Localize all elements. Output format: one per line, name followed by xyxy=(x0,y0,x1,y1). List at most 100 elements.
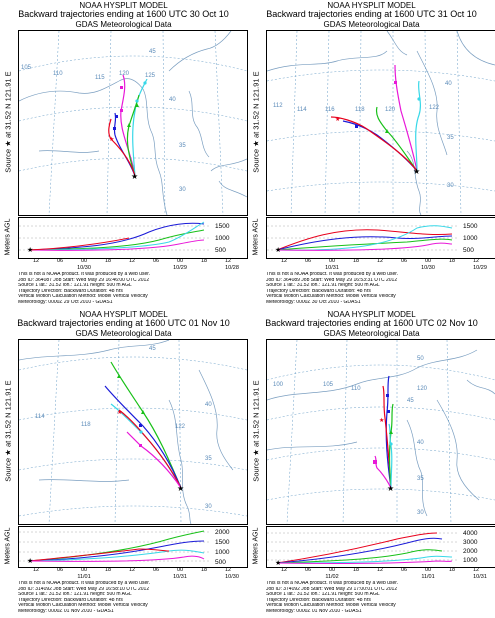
trajectory-panel-4: NOAA HYSPLIT MODEL Backward trajectories… xyxy=(248,309,495,618)
data-source-title: GDAS Meteorological Data xyxy=(323,20,420,29)
time-axis: 12 06 00 18 12 06 00 18 12 11/02 11/01 1… xyxy=(280,567,487,580)
run-metadata: This is not a NOAA product. It was produ… xyxy=(266,272,399,305)
coastline xyxy=(19,340,234,524)
svg-text:★: ★ xyxy=(117,409,122,416)
trajectory-markers: ★ xyxy=(117,374,145,447)
trajectory-panel-2: NOAA HYSPLIT MODEL Backward trajectories… xyxy=(248,0,495,309)
trajectory-markers: ★ xyxy=(373,394,393,464)
grid-label: 35 xyxy=(417,476,424,482)
svg-text:★: ★ xyxy=(335,116,340,123)
coastline xyxy=(267,349,495,517)
grid-label: 122 xyxy=(175,424,186,430)
model-title: NOAA HYSPLIT MODEL xyxy=(79,1,168,10)
time-axis: 12 06 00 18 12 06 00 18 12 10/31 10/30 1… xyxy=(280,258,487,271)
grid-label: 118 xyxy=(81,422,91,428)
source-star-icon: ★ xyxy=(27,246,33,254)
altitude-plot: ★ 1500 1000 500 xyxy=(266,217,495,259)
altitude-plot: ★ 2000 1500 1000 500 xyxy=(18,526,248,568)
grid-label: 30 xyxy=(447,183,454,189)
run-metadata: This is not a NOAA product. It was produ… xyxy=(18,272,151,305)
svg-text:★: ★ xyxy=(109,136,114,143)
source-star-icon: ★ xyxy=(275,246,281,254)
altitude-plot: ★ 4000 3000 2000 1000 xyxy=(266,526,495,568)
source-star-icon: ★ xyxy=(275,559,281,567)
source-star-icon: ★ xyxy=(177,484,184,493)
grid-label: 114 xyxy=(297,107,307,113)
grid-label: 40 xyxy=(205,402,212,408)
grid-labels: 105 110 115 120 125 45 40 35 30 xyxy=(21,49,186,193)
trajectory-title: Backward trajectories ending at 1600 UTC… xyxy=(266,9,477,19)
altitude-axis-label: Meters AGL xyxy=(252,527,260,565)
grid-label: 115 xyxy=(95,75,105,81)
run-metadata: This is not a NOAA product. It was produ… xyxy=(266,581,399,614)
coastline xyxy=(19,31,247,215)
source-star-icon: ★ xyxy=(131,172,138,181)
altitude-axis-label: Meters AGL xyxy=(252,218,260,256)
lat-lon-grid xyxy=(19,340,247,524)
grid-label: 35 xyxy=(205,456,212,462)
lat-lon-grid xyxy=(267,340,495,524)
lat-lon-grid xyxy=(267,31,495,215)
data-source-title: GDAS Meteorological Data xyxy=(323,329,420,338)
trajectory-title: Backward trajectories ending at 1600 UTC… xyxy=(18,9,229,19)
altitude-label: 500 xyxy=(215,247,226,254)
grid-label: 45 xyxy=(149,346,156,352)
altitude-label: 1000 xyxy=(215,235,230,242)
altitude-axis-label: Meters AGL xyxy=(4,218,12,256)
trajectory-map: 105 110 115 120 125 45 40 35 30 xyxy=(18,30,248,216)
source-label: Source ★ at 31.52 N 121.91 E xyxy=(3,71,13,173)
grid-label: 30 xyxy=(205,504,212,510)
altitude-plot: ★ 1500 1000 500 xyxy=(18,217,248,259)
grid-label: 118 xyxy=(355,107,365,113)
grid-label: 35 xyxy=(447,135,454,141)
altitude-profiles xyxy=(276,532,453,564)
data-source-title: GDAS Meteorological Data xyxy=(75,20,172,29)
altitude-profiles xyxy=(276,225,453,251)
model-title: NOAA HYSPLIT MODEL xyxy=(327,310,416,319)
trajectory-title: Backward trajectories ending at 1600 UTC… xyxy=(265,318,478,328)
trajectory-cyan xyxy=(132,78,148,177)
grid-label: 122 xyxy=(429,105,440,111)
grid-label: 125 xyxy=(145,73,156,79)
grid-label: 100 xyxy=(273,382,284,388)
source-label: Source ★ at 31.52 N 121.91 E xyxy=(3,380,13,482)
trajectory-map: 100 105 110 120 50 45 40 35 30 ★ xyxy=(266,339,495,525)
grid-label: 35 xyxy=(179,143,186,149)
time-axis: 12 06 00 18 12 06 00 18 12 11/01 10/31 1… xyxy=(32,567,239,580)
altitude-label: 500 xyxy=(215,559,226,566)
grid-label: 105 xyxy=(21,65,32,71)
grid-label: 105 xyxy=(323,382,334,388)
altitude-label: 1000 xyxy=(215,549,230,556)
source-label: Source ★ at 31.52 N 121.91 E xyxy=(251,380,261,482)
altitude-label: 500 xyxy=(463,247,474,254)
altitude-profiles xyxy=(28,530,205,562)
trajectory-panel-3: NOAA HYSPLIT MODEL Backward trajectories… xyxy=(0,309,248,618)
trajectory-title: Backward trajectories ending at 1600 UTC… xyxy=(17,318,230,328)
grid-label: 50 xyxy=(417,356,424,362)
run-metadata: This is not a NOAA product. It was produ… xyxy=(18,581,151,614)
svg-text:★: ★ xyxy=(379,417,384,424)
altitude-label: 1000 xyxy=(463,557,478,564)
grid-label: 120 xyxy=(385,107,396,113)
altitude-label: 1000 xyxy=(463,235,478,242)
grid-label: 30 xyxy=(179,187,186,193)
grid-label: 120 xyxy=(119,71,130,77)
altitude-label: 4000 xyxy=(463,530,478,537)
trajectory-map: 112 114 116 118 120 122 40 35 30 xyxy=(266,30,495,216)
grid-label: 40 xyxy=(169,97,176,103)
grid-label: 110 xyxy=(53,71,63,77)
trajectory-markers: ★ xyxy=(335,81,421,133)
altitude-label: 1500 xyxy=(215,223,230,230)
altitude-gridlines xyxy=(267,532,457,561)
source-label: Source ★ at 31.52 N 121.91 E xyxy=(251,71,261,173)
trajectories xyxy=(330,64,422,172)
altitude-label: 2000 xyxy=(463,548,478,555)
grid-label: 110 xyxy=(351,386,361,392)
grid-label: 45 xyxy=(407,398,414,404)
trajectory-red xyxy=(108,118,136,177)
source-star-icon: ★ xyxy=(413,167,420,176)
source-star-icon: ★ xyxy=(387,484,394,493)
grid-label: 120 xyxy=(417,386,428,392)
altitude-profiles xyxy=(28,221,205,251)
grid-labels: 112 114 116 118 120 122 40 35 30 xyxy=(273,81,454,189)
